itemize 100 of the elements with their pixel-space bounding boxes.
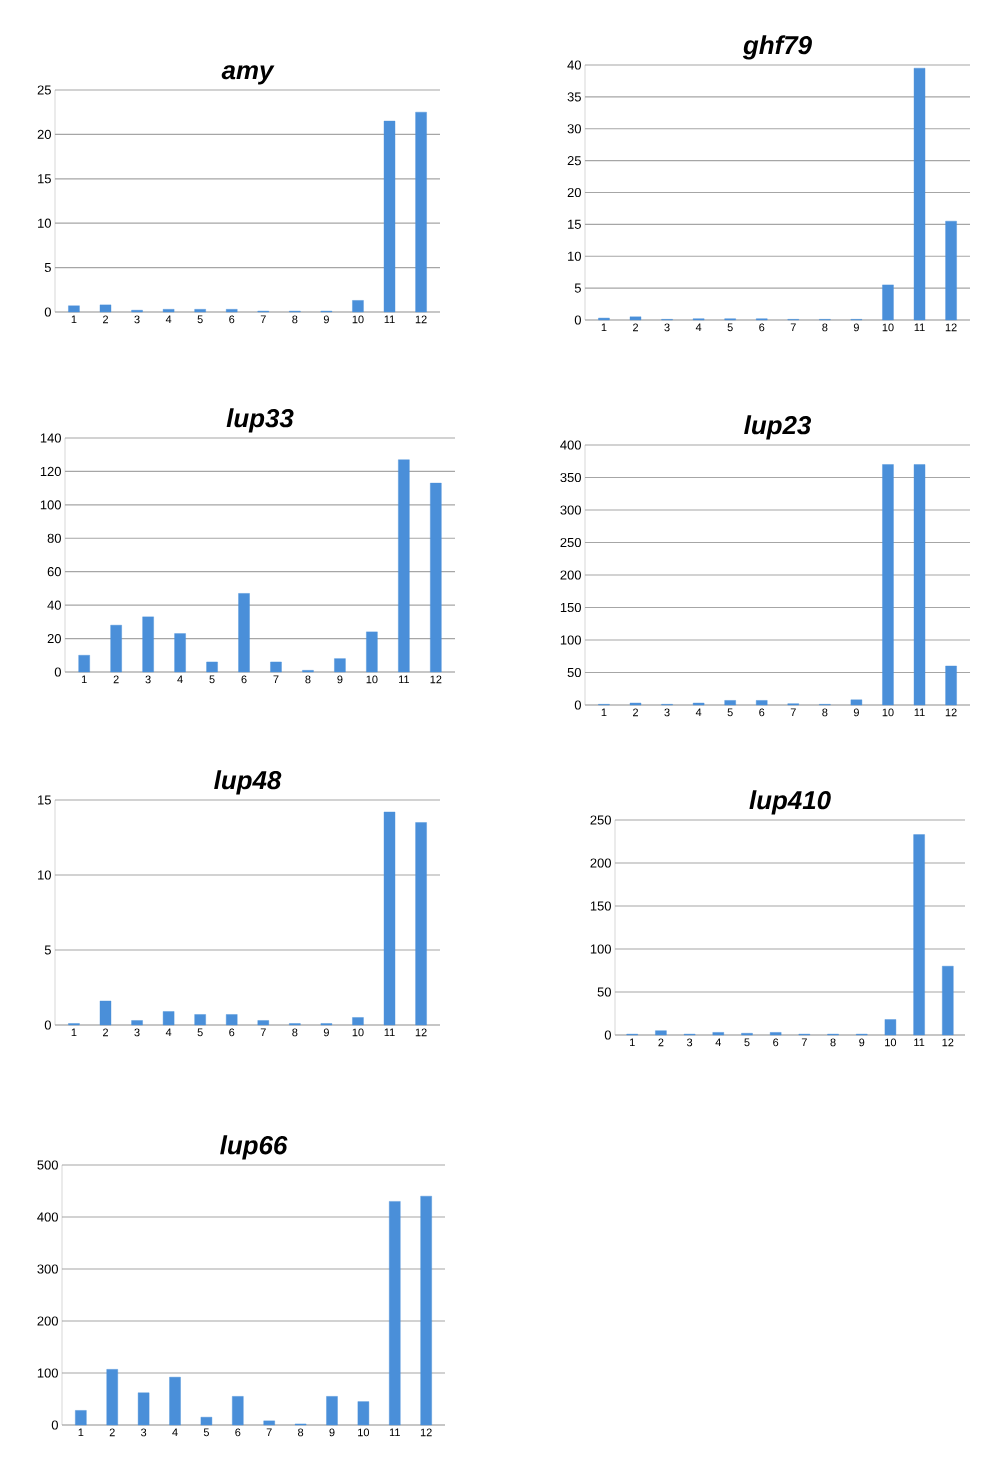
x-tick-label: 9 xyxy=(323,1028,329,1037)
x-tick-label: 2 xyxy=(113,675,119,684)
x-tick-label: 1 xyxy=(71,315,77,324)
y-tick-label: 25 xyxy=(37,85,51,95)
bar xyxy=(383,811,396,1026)
bar xyxy=(398,459,410,673)
x-tick-label: 5 xyxy=(744,1038,750,1047)
x-tick-label: 2 xyxy=(633,708,638,717)
bar xyxy=(99,304,112,313)
y-tick-label: 25 xyxy=(567,156,581,166)
y-tick-label: 350 xyxy=(560,472,581,483)
y-tick-label: 50 xyxy=(597,987,611,997)
x-tick-label: 1 xyxy=(78,1428,84,1437)
x-tick-label: 3 xyxy=(134,315,140,324)
x-tick-label: 10 xyxy=(352,1028,364,1037)
bar xyxy=(884,1019,897,1036)
y-tick-label: 0 xyxy=(51,1420,58,1430)
bar xyxy=(200,1417,213,1426)
bar xyxy=(913,834,925,1036)
x-tick-label: 7 xyxy=(801,1038,807,1047)
bar xyxy=(226,1014,238,1026)
y-tick-label: 0 xyxy=(44,1020,51,1030)
y-tick-label: 100 xyxy=(560,635,581,645)
bar xyxy=(206,661,218,673)
x-tick-label: 8 xyxy=(822,708,828,717)
bar xyxy=(882,284,894,321)
x-tick-label: 5 xyxy=(203,1428,209,1437)
x-tick-label: 1 xyxy=(81,675,87,684)
x-tick-label: 3 xyxy=(134,1028,140,1037)
x-tick-label: 12 xyxy=(415,1028,427,1037)
y-tick-label: 150 xyxy=(560,602,581,613)
y-tick-label: 40 xyxy=(47,600,61,610)
x-tick-label: 12 xyxy=(945,323,957,332)
x-tick-label: 7 xyxy=(266,1428,272,1437)
y-tick-label: 150 xyxy=(590,901,611,911)
bar xyxy=(945,220,957,321)
x-tick-label: 6 xyxy=(229,315,235,324)
y-tick-label: 500 xyxy=(37,1160,58,1170)
bar xyxy=(106,1369,118,1426)
x-tick-label: 12 xyxy=(945,708,957,717)
x-tick-label: 11 xyxy=(914,323,925,332)
y-tick-label: 100 xyxy=(37,1368,58,1378)
x-tick-label: 9 xyxy=(337,675,343,684)
x-tick-label: 4 xyxy=(172,1428,178,1437)
bar xyxy=(913,464,926,706)
x-tick-label: 3 xyxy=(664,323,670,332)
bar xyxy=(110,624,122,673)
bar xyxy=(174,633,186,673)
bar xyxy=(913,67,926,321)
y-tick-label: 5 xyxy=(44,263,51,273)
bar xyxy=(75,1410,87,1426)
x-tick-label: 5 xyxy=(209,675,215,684)
x-tick-label: 8 xyxy=(305,675,311,684)
bar xyxy=(389,1201,401,1426)
bar xyxy=(942,966,954,1036)
bar xyxy=(131,1020,143,1026)
y-tick-label: 20 xyxy=(37,129,51,139)
bar xyxy=(270,661,282,673)
bar xyxy=(357,1401,370,1426)
bar xyxy=(78,655,90,673)
x-tick-label: 10 xyxy=(882,323,894,332)
y-tick-label: 15 xyxy=(568,219,581,229)
bar xyxy=(352,1017,364,1026)
x-tick-label: 4 xyxy=(177,675,183,684)
x-tick-label: 2 xyxy=(102,315,108,324)
x-tick-label: 7 xyxy=(790,708,796,717)
bar xyxy=(712,1032,724,1036)
bar xyxy=(383,120,396,313)
y-tick-label: 100 xyxy=(590,944,611,954)
bar xyxy=(655,1030,667,1036)
y-tick-label: 0 xyxy=(604,1030,611,1040)
y-tick-label: 35 xyxy=(567,92,581,102)
bar xyxy=(415,822,427,1026)
x-tick-label: 3 xyxy=(145,675,151,684)
chart-title: amy xyxy=(221,65,275,85)
bar xyxy=(169,1376,181,1426)
bar xyxy=(850,699,863,706)
x-tick-label: 11 xyxy=(389,1428,400,1437)
y-tick-label: 0 xyxy=(574,700,581,710)
x-tick-label: 8 xyxy=(830,1038,836,1047)
x-tick-label: 3 xyxy=(686,1038,693,1047)
x-tick-label: 10 xyxy=(352,315,364,324)
x-tick-label: 11 xyxy=(384,1028,395,1037)
chart-title: lup23 xyxy=(744,415,812,440)
y-tick-label: 0 xyxy=(44,307,51,317)
bar xyxy=(257,1020,269,1026)
bar xyxy=(769,1032,782,1036)
bar xyxy=(137,1392,150,1426)
bar xyxy=(882,464,894,706)
chart-title: lup410 xyxy=(749,790,831,815)
y-tick-label: 50 xyxy=(567,667,581,678)
x-tick-label: 3 xyxy=(141,1428,147,1437)
y-tick-label: 200 xyxy=(560,570,581,580)
bar xyxy=(232,1396,244,1426)
bar xyxy=(194,309,206,313)
x-tick-label: 1 xyxy=(71,1028,77,1037)
x-tick-label: 9 xyxy=(323,315,329,324)
y-tick-label: 120 xyxy=(40,466,61,476)
bar xyxy=(724,700,736,706)
bar xyxy=(68,305,80,313)
